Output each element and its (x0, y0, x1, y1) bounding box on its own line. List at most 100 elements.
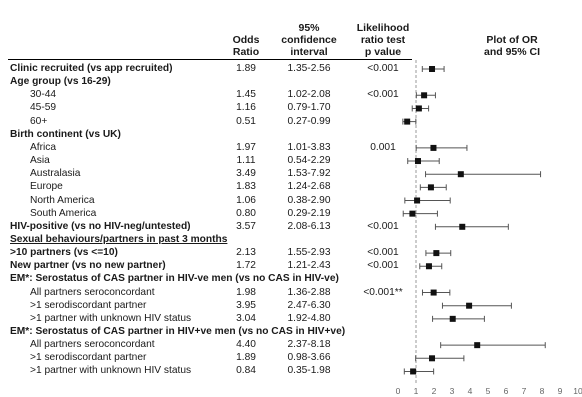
odds-ratio-value: 1.16 (236, 102, 256, 114)
table-row: 45-59 1.16 0.79-1.70 (0, 102, 410, 114)
table-row: 30-44 1.45 1.02-2.08 <0.001 (0, 89, 410, 101)
header-pv-line2: ratio test (360, 34, 406, 46)
point-estimate (466, 302, 473, 309)
row-label: >1 partner with unknown HIV status (30, 365, 192, 377)
p-value: <0.001 (367, 260, 399, 272)
odds-ratio-value: 1.89 (236, 63, 256, 74)
point-estimate (414, 197, 421, 204)
confidence-interval-value: 0.98-3.66 (287, 352, 331, 364)
row-label: Sexual behaviours/partners in past 3 mon… (10, 233, 228, 245)
x-tick-label: 10 (573, 386, 582, 396)
point-estimate (415, 105, 422, 112)
table-row: 60+ 0.51 0.27-0.99 (0, 116, 410, 128)
odds-ratio-value: 1.72 (236, 260, 256, 272)
odds-ratio-value: 1.83 (236, 181, 256, 193)
confidence-interval-value: 1.21-2.43 (287, 260, 331, 272)
p-value: <0.001 (367, 89, 399, 101)
header-plot-line2: and 95% CI (483, 46, 541, 58)
table-row: HIV-positive (vs no HIV-neg/untested) 3.5… (0, 221, 410, 233)
header-plot-title: Plot of OR and 95% CI (452, 34, 572, 58)
confidence-interval-value: 0.35-1.98 (287, 365, 331, 377)
row-label: Australasia (30, 168, 81, 180)
odds-ratio-value: 1.11 (236, 155, 256, 167)
point-estimate (410, 368, 417, 375)
point-estimate (474, 342, 481, 349)
row-label: >1 serodiscordant partner (30, 299, 147, 311)
table-row: Birth continent (vs UK) (0, 129, 410, 141)
row-label: HIV-positive (vs no HIV-neg/untested) (10, 220, 191, 232)
x-tick-label: 2 (432, 386, 437, 396)
table-row: >1 partner with unknown HIV status 0.84 0.… (0, 365, 410, 377)
x-tick-label: 4 (468, 386, 473, 396)
table-row: All partners seroconcordant 4.40 2.37-8.18 (0, 339, 410, 351)
header-p-value: Likelihood ratio test p value (346, 22, 420, 58)
header-confidence-interval: 95% confidence interval (271, 22, 347, 58)
row-label: South America (30, 207, 97, 219)
table-row: Australasia 3.49 1.53-7.92 (0, 168, 410, 180)
row-label: >1 partner with unknown HIV status (30, 312, 192, 324)
table-row: >1 serodiscordant partner 1.89 0.98-3.66 (0, 352, 410, 364)
table-row: Sexual behaviours/partners in past 3 mon… (0, 234, 410, 246)
row-label: North America (30, 194, 95, 206)
table-row: North America 1.06 0.38-2.90 (0, 195, 410, 207)
x-tick-label: 8 (540, 386, 545, 396)
point-estimate (429, 355, 436, 362)
point-estimate (421, 92, 428, 99)
table-row: >1 partner with unknown HIV status 3.04 1.… (0, 313, 410, 325)
confidence-interval-value: 2.37-8.18 (287, 339, 331, 351)
row-label: EM*: Serostatus of CAS partner in HIV+ve… (10, 326, 346, 337)
header-ci-line3: interval (290, 46, 328, 58)
confidence-interval-value: 1.01-3.83 (287, 141, 331, 153)
row-label: Africa (30, 141, 57, 153)
point-estimate (457, 171, 464, 178)
x-tick-label: 5 (486, 386, 491, 396)
odds-ratio-value: 1.97 (236, 141, 256, 153)
header-plot-line1: Plot of OR (486, 34, 538, 46)
odds-ratio-value: 3.49 (236, 168, 256, 180)
p-value: <0.001** (363, 286, 403, 298)
header-odds-ratio: Odds Ratio (224, 34, 268, 58)
confidence-interval-value: 1.36-2.88 (287, 286, 331, 298)
point-estimate (459, 223, 466, 230)
confidence-interval-value: 2.47-6.30 (287, 299, 331, 311)
odds-ratio-value: 2.13 (236, 247, 256, 259)
confidence-interval-value: 0.27-0.99 (287, 115, 331, 127)
x-tick-label: 0 (396, 386, 401, 396)
row-label: >10 partners (vs <=10) (10, 247, 118, 259)
confidence-interval-value: 1.35-2.56 (287, 63, 331, 74)
point-estimate (449, 315, 456, 322)
odds-ratio-value: 3.57 (236, 220, 256, 232)
row-label: All partners seroconcordant (30, 339, 155, 351)
table-row: South America 0.80 0.29-2.19 (0, 208, 410, 220)
row-label: Asia (30, 155, 50, 167)
table-row: Asia 1.11 0.54-2.29 (0, 155, 410, 167)
confidence-interval-value: 1.55-2.93 (287, 247, 331, 259)
point-estimate (425, 263, 432, 270)
confidence-interval-value: 0.54-2.29 (287, 155, 331, 167)
point-estimate (433, 250, 440, 257)
confidence-interval-value: 1.53-7.92 (287, 168, 331, 180)
table-row: >1 serodiscordant partner 3.95 2.47-6.30 (0, 300, 410, 312)
confidence-interval-value: 1.02-2.08 (287, 89, 331, 101)
row-label: EM*: Serostatus of CAS partner in HIV-ve… (10, 273, 339, 285)
row-label: Birth continent (vs UK) (10, 128, 121, 140)
x-tick-label: 9 (558, 386, 563, 396)
row-label: 45-59 (30, 102, 57, 114)
table-row: EM*: Serostatus of CAS partner in HIV+ve… (0, 326, 410, 338)
p-value: <0.001 (367, 220, 399, 232)
row-label: >1 serodiscordant partner (30, 352, 147, 364)
odds-ratio-value: 1.45 (236, 89, 256, 101)
x-tick-label: 3 (450, 386, 455, 396)
confidence-interval-value: 2.08-6.13 (287, 220, 331, 232)
table-row: EM*: Serostatus of CAS partner in HIV-ve… (0, 273, 410, 285)
confidence-interval-value: 1.92-4.80 (287, 312, 331, 324)
table-row: Europe 1.83 1.24-2.68 (0, 181, 410, 193)
x-tick-label: 6 (504, 386, 509, 396)
table-row: Age group (vs 16-29) (0, 76, 410, 88)
confidence-interval-value: 0.38-2.90 (287, 194, 331, 206)
header-odds-ratio-line1: Odds (232, 34, 260, 46)
point-estimate (404, 118, 411, 125)
x-tick-label: 1 (414, 386, 419, 396)
confidence-interval-value: 1.24-2.68 (287, 181, 331, 193)
